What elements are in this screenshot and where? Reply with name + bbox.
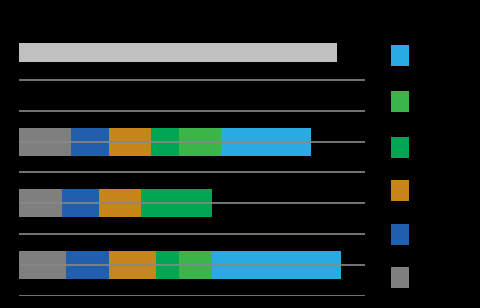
Bar xyxy=(108,251,156,279)
Bar xyxy=(156,251,179,279)
Bar xyxy=(99,189,142,217)
Bar xyxy=(179,251,212,279)
Bar xyxy=(108,128,151,156)
Bar xyxy=(212,251,341,279)
Bar xyxy=(221,128,311,156)
Bar xyxy=(151,128,179,156)
Bar xyxy=(142,189,212,217)
Bar xyxy=(19,251,66,279)
Bar xyxy=(71,128,108,156)
Bar xyxy=(179,128,221,156)
Bar xyxy=(19,128,71,156)
Bar xyxy=(61,189,99,217)
Bar xyxy=(19,189,61,217)
Bar xyxy=(19,43,337,62)
Bar xyxy=(66,251,108,279)
